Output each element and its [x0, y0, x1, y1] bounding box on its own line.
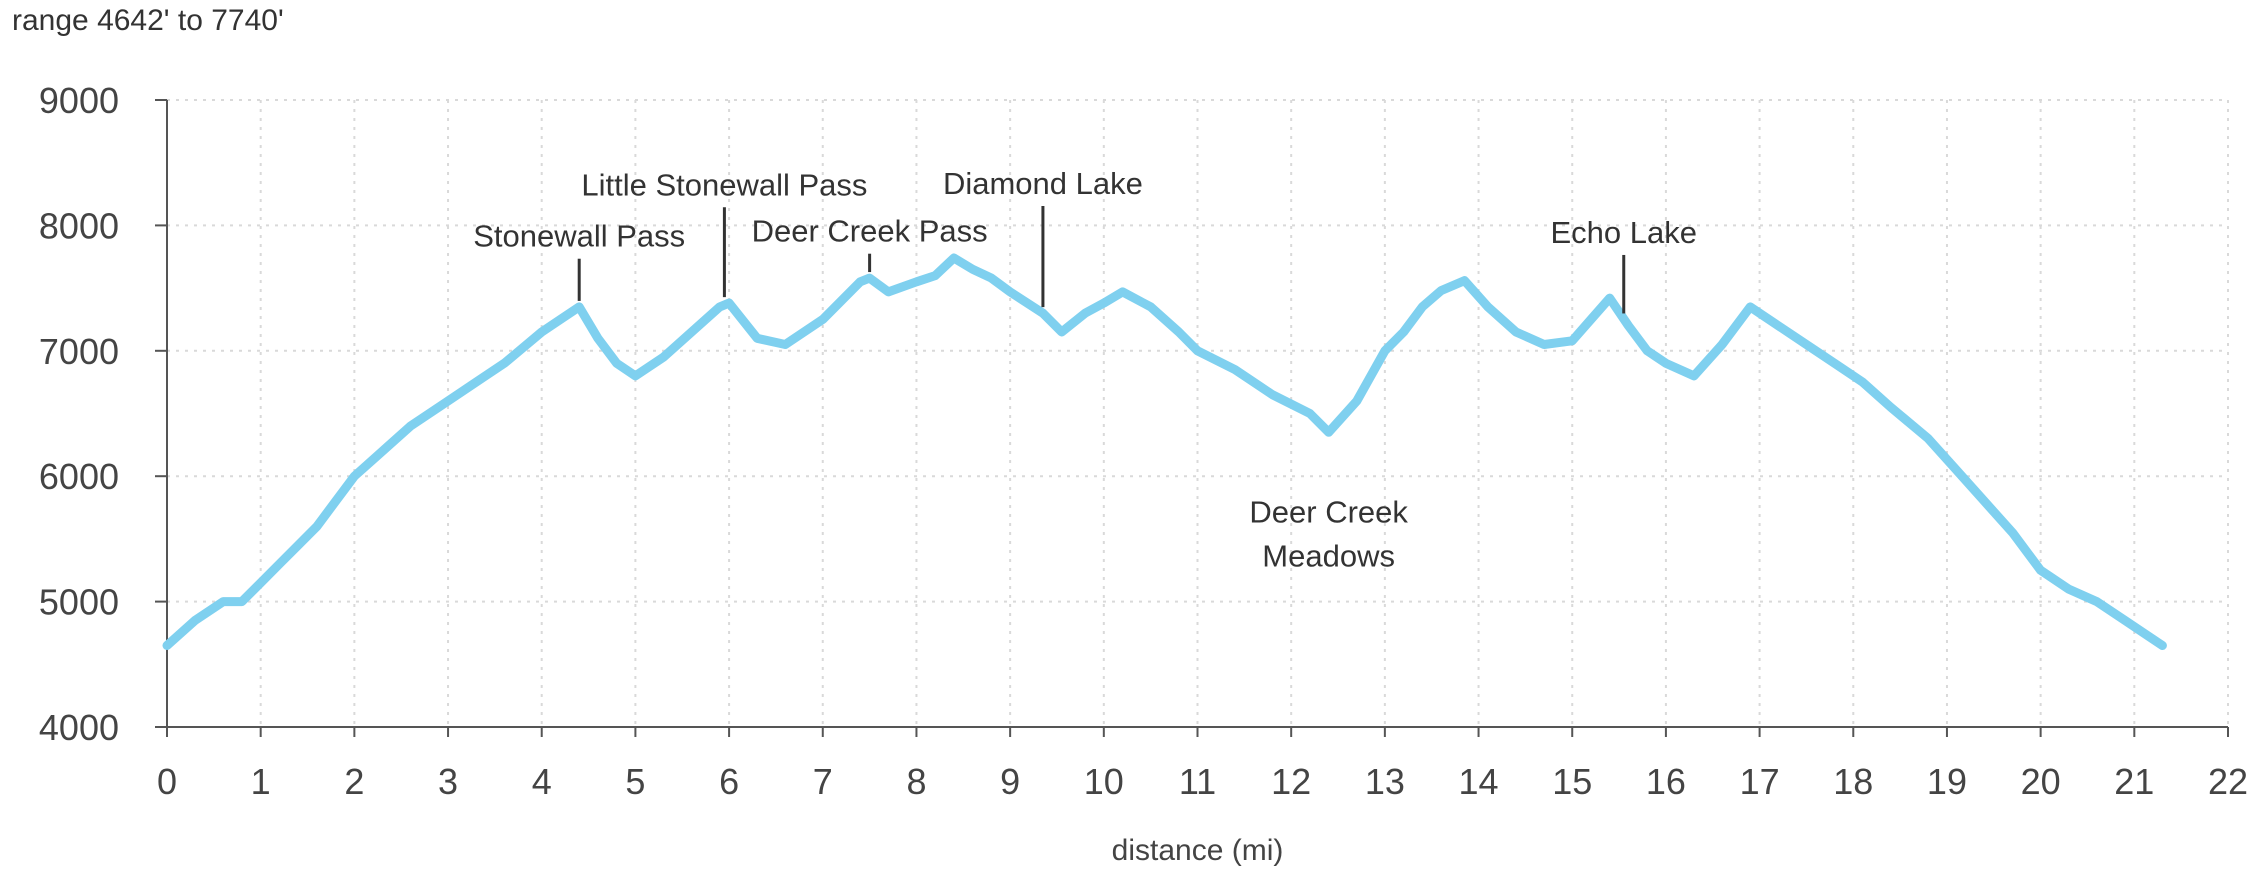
y-tick-label: 4000 [39, 707, 119, 748]
annotation-label: Diamond Lake [943, 166, 1143, 201]
annotation: Stonewall Pass [473, 219, 685, 301]
annotation-label: Stonewall Pass [473, 219, 685, 254]
x-tick-label: 19 [1927, 761, 1967, 802]
x-axis-title: distance (mi) [1112, 834, 1284, 867]
x-tick-label: 1 [251, 761, 271, 802]
x-tick-label: 7 [813, 761, 833, 802]
annotation-label: Little Stonewall Pass [581, 167, 867, 202]
x-tick-label: 11 [1179, 761, 1216, 802]
annotation: Deer Creek Meadows [1249, 494, 1408, 573]
x-tick-label: 20 [2021, 761, 2061, 802]
grid-lines [167, 99, 2229, 727]
x-tick-label: 21 [2114, 761, 2154, 802]
elevation-series [162, 253, 2167, 650]
x-tick-label: 0 [157, 761, 177, 802]
x-tick-label: 2 [344, 761, 364, 802]
y-tick-label: 8000 [39, 205, 119, 246]
annotation-label: Deer Creek Pass [752, 214, 988, 249]
y-tick-label: 7000 [39, 331, 119, 372]
elevation-range-label: range 4642' to 7740' [12, 4, 284, 37]
axes [155, 99, 2229, 737]
elevation-line [162, 253, 2167, 650]
x-tick-label: 16 [1646, 761, 1686, 802]
annotation: Deer Creek Pass [752, 214, 988, 273]
x-tick-label: 12 [1271, 761, 1311, 802]
x-tick-label: 6 [719, 761, 739, 802]
x-tick-label: 5 [625, 761, 645, 802]
annotation-label: Deer Creek [1249, 494, 1408, 529]
x-tick-label: 4 [532, 761, 552, 802]
annotation: Little Stonewall Pass [581, 167, 867, 298]
annotation: Echo Lake [1551, 215, 1698, 314]
annotation-label: Meadows [1262, 538, 1395, 573]
x-tick-label: 22 [2208, 761, 2248, 802]
x-tick-label: 3 [438, 761, 458, 802]
x-tick-label: 13 [1365, 761, 1405, 802]
y-tick-label: 5000 [39, 582, 119, 623]
landmark-annotations: Stonewall Pass Little Stonewall Pass Deer … [473, 166, 1697, 573]
x-tick-label: 9 [1000, 761, 1020, 802]
annotation-label: Echo Lake [1551, 215, 1698, 250]
x-tick-label: 17 [1740, 761, 1780, 802]
x-tick-label: 10 [1084, 761, 1124, 802]
x-tick-label: 14 [1459, 761, 1499, 802]
y-tick-label: 6000 [39, 456, 119, 497]
x-tick-label: 15 [1552, 761, 1592, 802]
y-tick-label: 9000 [39, 80, 119, 121]
x-tick-label: 18 [1833, 761, 1873, 802]
x-tick-label: 8 [906, 761, 926, 802]
annotation: Diamond Lake [943, 166, 1143, 308]
